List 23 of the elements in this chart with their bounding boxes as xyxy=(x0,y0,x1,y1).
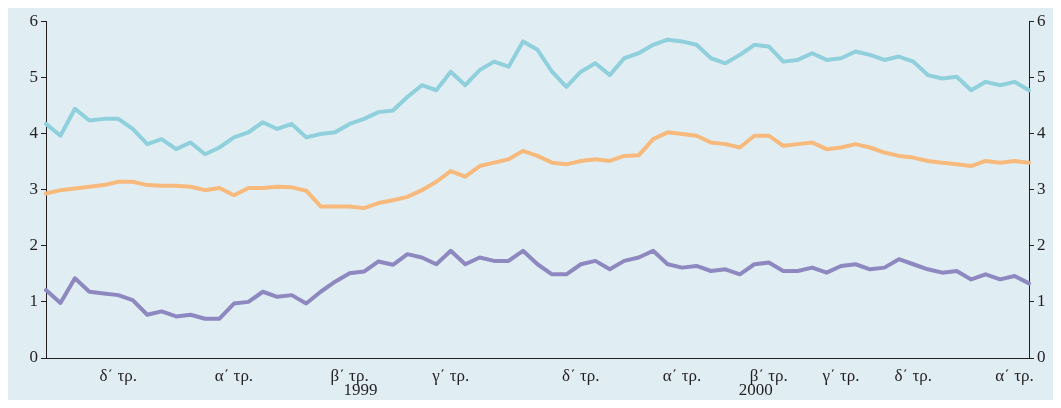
x-tick-label: γ΄ τρ. xyxy=(431,365,470,385)
y-tick-label: 3 xyxy=(29,179,38,199)
y2-tick-label: 1 xyxy=(1037,291,1046,311)
y2-tick-label: 2 xyxy=(1037,235,1046,255)
y2-tick-label: 5 xyxy=(1037,66,1046,86)
x-tick-label: α΄ τρ. xyxy=(662,365,702,385)
y2-tick-label: 3 xyxy=(1037,179,1046,199)
y-tick-label: 5 xyxy=(29,66,38,86)
y-tick-label: 6 xyxy=(29,10,38,30)
x-tick-label: α΄ τρ. xyxy=(995,365,1034,385)
y-tick-label: 2 xyxy=(29,235,38,255)
y2-tick-label: 4 xyxy=(1037,122,1046,142)
x-tick-label: β΄ τρ. xyxy=(330,365,369,385)
y2-tick-label: 0 xyxy=(1037,347,1046,367)
y-tick-label: 0 xyxy=(29,347,38,367)
y-tick-label: 1 xyxy=(29,291,38,311)
y-tick-label: 4 xyxy=(29,122,39,142)
y2-tick-label: 6 xyxy=(1037,10,1046,30)
x-tick-label: α΄ τρ. xyxy=(214,365,254,385)
x-tick-label: γ΄ τρ. xyxy=(821,365,860,385)
x-tick-label: δ΄ τρ. xyxy=(562,365,600,385)
x-tick-label: δ΄ τρ. xyxy=(894,365,933,385)
x-tick-label: δ΄ τρ. xyxy=(99,365,138,385)
